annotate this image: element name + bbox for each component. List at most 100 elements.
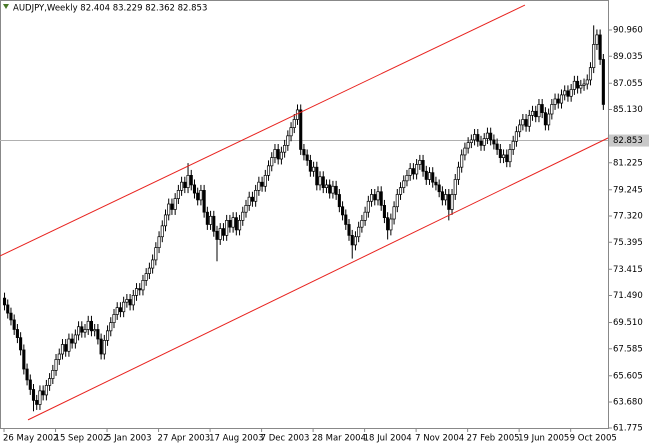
candle-body [563,90,567,96]
y-tick-label: 63.680 [613,398,643,408]
candle-body [379,191,383,206]
candle-body [283,145,287,153]
candle-body [427,172,432,180]
candle-body [582,83,586,86]
candle-body [321,176,325,188]
candle-body [125,299,129,303]
y-tick-label: 87.055 [613,79,643,89]
candle-body [469,139,473,143]
candle-body [231,217,235,228]
candle-body [518,124,522,133]
candle-body [553,98,557,105]
candle-body [122,301,126,313]
candle-body [241,211,245,221]
candle-body [67,338,71,352]
candle-body [151,259,155,269]
candle-body [276,149,280,160]
candle-body [192,184,197,194]
candle-body [51,370,55,379]
candle-body [588,67,593,81]
candle-body [60,344,65,355]
candle-body [527,115,531,127]
candle-body [534,110,538,118]
candle-body [279,151,283,160]
candle-body [2,297,7,306]
candle-body [199,190,203,201]
candle-body [595,34,599,45]
candle-body [57,353,61,360]
candle-body [434,181,438,186]
candle-body [77,326,81,336]
candle-body [9,312,13,321]
x-tick-label: 7 Nov 2004 [415,434,464,444]
candle-body [334,185,338,195]
candle-body [225,220,229,236]
x-tick-label: 27 Feb 2005 [467,434,520,444]
candle-body [64,344,68,352]
current-price-label: 82.853 [613,136,643,146]
candle-body [511,140,515,150]
candle-body [19,337,23,351]
current-price-box [609,134,649,147]
candle-body [80,326,84,333]
candle-body [312,166,316,172]
candle-body [543,112,547,126]
candle-body [331,185,335,194]
candle-body [363,211,367,221]
candle-body [254,190,258,202]
candle-body [247,196,251,206]
candle-body [25,368,29,381]
candle-body [189,175,193,186]
candle-body [347,224,351,236]
candle-body [209,215,213,225]
candle-body [157,236,161,248]
candle-body [456,166,461,180]
candle-body [489,132,493,141]
candle-body [234,217,238,231]
candle-body [221,228,225,236]
candle-body [102,340,106,355]
candle-body [373,194,377,201]
candle-body [270,157,274,167]
candle-body [547,113,551,126]
candle-body [337,194,341,208]
y-tick-label: 71.490 [613,291,643,301]
candle-body [128,299,132,306]
candle-body [48,378,52,386]
candle-body [70,338,74,344]
candle-body [598,34,602,60]
candle-body [257,181,261,191]
candle-body [176,190,180,199]
candle-body [366,200,370,213]
candle-body [556,98,560,104]
candle-body [392,206,396,220]
candle-body [386,217,390,231]
candle-body [530,110,535,116]
candle-body [167,203,171,216]
candle-body [328,184,332,194]
candle-body [15,329,19,339]
candle-body [89,320,94,332]
x-tick-label: 26 May 2002 [3,434,58,444]
candle-body [508,149,512,163]
candle-body [440,191,444,201]
trend-line [0,4,526,257]
candle-body [405,175,409,182]
candle-body [482,138,486,146]
candle-body [41,390,45,396]
candle-body [431,172,435,183]
x-tick-label: 17 Aug 2003 [209,434,263,444]
candle-body [411,168,415,175]
candle-body [147,267,151,274]
y-tick-label: 81.225 [613,158,643,168]
candle-body [141,280,145,291]
candle-body [292,119,296,128]
candle-body [237,220,242,231]
candle-body [360,220,364,228]
candle-body [463,147,467,156]
candle-body [501,154,506,158]
trend-line [27,137,609,421]
candle-body [134,288,139,296]
candle-body [308,160,312,172]
